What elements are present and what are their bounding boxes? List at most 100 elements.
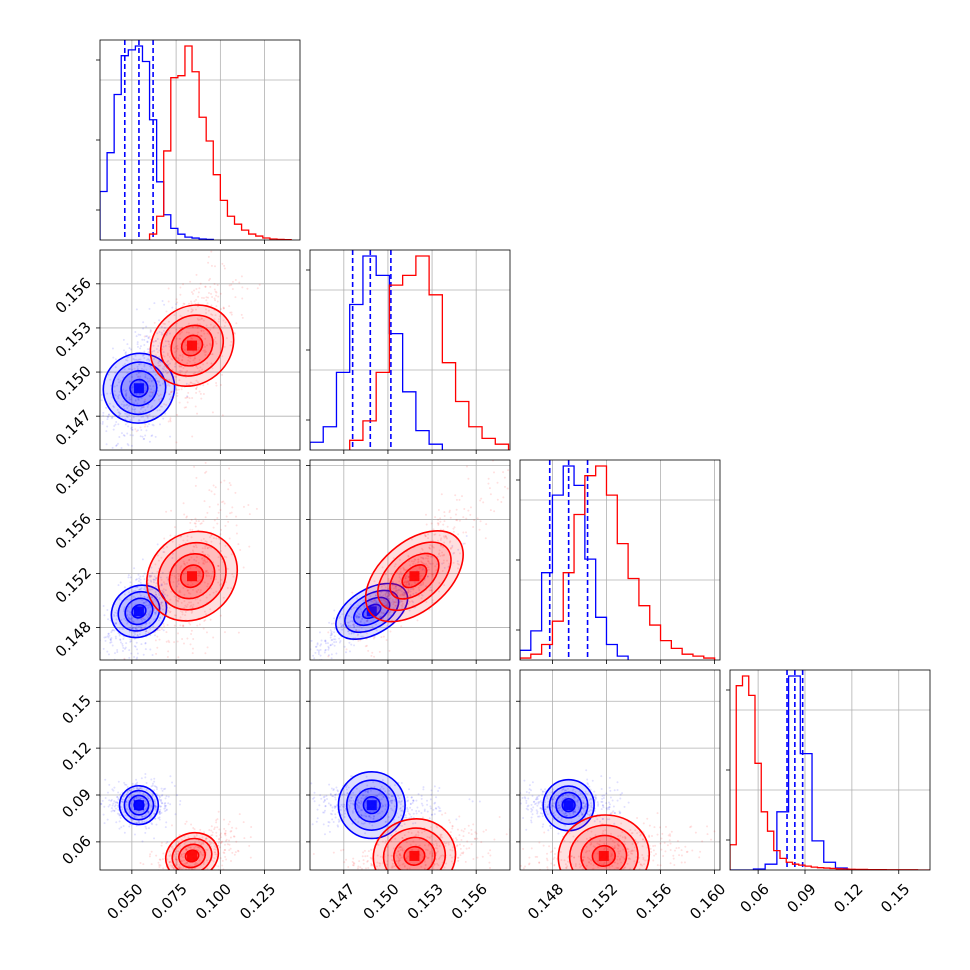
scatter-point — [438, 810, 441, 813]
scatter-point — [332, 789, 335, 792]
scatter-point — [175, 598, 178, 601]
scatter-point — [155, 652, 158, 655]
contour — [129, 378, 149, 398]
scatter-point — [205, 344, 208, 347]
scatter-point — [421, 816, 424, 819]
scatter-point — [406, 867, 409, 870]
scatter-point — [347, 624, 350, 627]
scatter-point — [213, 288, 216, 291]
scatter-point — [384, 803, 387, 806]
scatter-point — [177, 579, 180, 582]
scatter-point — [140, 428, 143, 431]
scatter-point — [452, 552, 455, 555]
scatter-point — [100, 371, 103, 374]
scatter-point — [185, 331, 188, 334]
scatter-point — [107, 633, 110, 636]
scatter-point — [136, 345, 139, 348]
scatter-point — [197, 295, 200, 298]
scatter-point — [111, 476, 113, 478]
scatter-point — [409, 590, 412, 593]
scatter-point — [160, 584, 163, 587]
scatter-point — [371, 626, 374, 629]
scatter-point — [376, 794, 379, 797]
scatter-point — [203, 571, 206, 574]
scatter-point — [397, 860, 400, 863]
density-peak — [187, 340, 198, 351]
scatter-point — [160, 844, 163, 847]
scatter-point — [122, 434, 125, 437]
scatter-point — [198, 358, 201, 361]
scatter-point — [171, 395, 174, 398]
scatter-point — [404, 577, 407, 580]
scatter-point — [142, 601, 145, 604]
scatter-point — [429, 555, 432, 558]
scatter-point — [342, 803, 345, 806]
scatter-point — [368, 815, 371, 818]
scatter-point — [381, 566, 384, 569]
panel-content — [520, 769, 716, 870]
scatter-point — [187, 559, 190, 562]
scatter-point — [188, 601, 191, 604]
y-tick-label: 0.09 — [58, 785, 94, 821]
scatter-point — [190, 291, 193, 294]
panel-content — [100, 40, 292, 240]
scatter-point — [378, 875, 380, 877]
scatter-point — [102, 647, 105, 650]
scatter-point — [158, 629, 161, 632]
scatter-point — [337, 825, 340, 828]
scatter-point — [137, 588, 140, 591]
scatter-point — [430, 793, 433, 796]
scatter-point — [547, 806, 550, 809]
scatter-point — [174, 361, 177, 364]
scatter-point — [224, 848, 227, 851]
scatter-point — [144, 454, 146, 456]
scatter-point — [143, 794, 146, 797]
scatter-point — [368, 871, 370, 873]
scatter-point — [159, 607, 162, 610]
scatter-point — [343, 812, 346, 815]
scatter-point — [124, 412, 127, 415]
scatter-point — [153, 789, 156, 792]
scatter-point — [248, 513, 251, 516]
scatter-point — [406, 810, 409, 813]
scatter-point — [133, 645, 136, 648]
scatter-point — [407, 589, 410, 592]
scatter-point — [380, 585, 383, 588]
scatter-point — [364, 812, 367, 815]
scatter-point — [154, 578, 157, 581]
scatter-point — [362, 603, 365, 606]
scatter-point — [133, 655, 136, 658]
scatter-point — [328, 783, 331, 786]
scatter-point — [212, 243, 214, 245]
scatter-point — [203, 351, 206, 354]
scatter-point — [609, 789, 612, 792]
scatter-point — [177, 583, 180, 586]
scatter-point — [162, 581, 165, 584]
scatter-point — [230, 311, 233, 314]
scatter-point — [190, 629, 193, 632]
scatter-point — [416, 871, 418, 873]
scatter-point — [209, 285, 212, 288]
scatter-point — [116, 796, 119, 799]
scatter-point — [182, 283, 185, 286]
scatter-point — [123, 657, 126, 660]
scatter-point — [170, 824, 173, 827]
scatter-point — [340, 813, 343, 816]
scatter-point — [189, 592, 192, 595]
scatter-point — [173, 595, 176, 598]
scatter-point — [154, 469, 156, 471]
scatter-point — [225, 858, 228, 861]
scatter-point — [393, 805, 396, 808]
y-tick-label: 0.153 — [52, 318, 95, 361]
scatter-point — [186, 583, 189, 586]
scatter-point — [369, 856, 372, 859]
scatter-point — [442, 554, 445, 557]
scatter-point — [459, 854, 462, 857]
scatter-point — [149, 330, 152, 333]
scatter-point — [229, 311, 232, 314]
scatter-point — [194, 357, 197, 360]
scatter-point — [188, 302, 191, 305]
panel-1-1 — [306, 249, 511, 454]
scatter-point — [153, 631, 156, 634]
scatter-point — [422, 786, 425, 789]
